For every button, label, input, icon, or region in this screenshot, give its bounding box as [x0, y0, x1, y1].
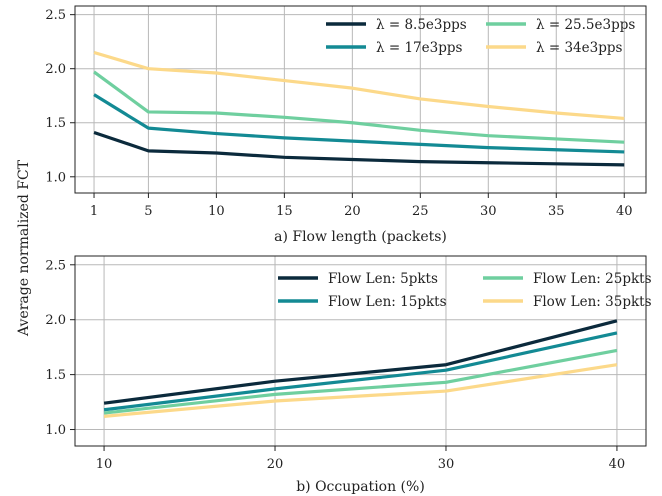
plot-frame	[74, 255, 647, 447]
x-tick-label: 5	[144, 204, 152, 219]
series-line-1	[93, 130, 625, 167]
y-tick-label: 1.5	[45, 368, 66, 383]
x-tick-label: 10	[96, 457, 113, 472]
legend-label: Flow Len: 25pkts	[533, 271, 652, 287]
y-tick-label: 1.0	[45, 423, 66, 438]
x-tick-label: 15	[276, 204, 293, 219]
y-tick-label: 2.0	[45, 313, 66, 328]
x-tick-label: 30	[438, 457, 455, 472]
series-line-2	[103, 331, 618, 412]
legend-label: λ = 17e3pps	[376, 40, 462, 56]
series-line-3	[93, 70, 625, 144]
x-tick-label: 10	[208, 204, 225, 219]
series-line-4	[103, 363, 618, 418]
series-line-4	[93, 50, 625, 121]
y-tick-label: 2.5	[45, 258, 66, 273]
legend-label: Flow Len: 15pkts	[328, 294, 447, 310]
legend-label: λ = 25.5e3pps	[536, 17, 635, 33]
legend-label: λ = 34e3pps	[536, 40, 622, 56]
series-line-2	[93, 93, 625, 154]
x-axis-title: b) Occupation (%)	[296, 479, 425, 495]
x-tick-label: 40	[616, 204, 633, 219]
y-axis-title: Average normalized FCT	[16, 159, 32, 337]
x-axis-title: a) Flow length (packets)	[274, 229, 447, 245]
plot-frame	[74, 5, 647, 194]
x-tick-label: 1	[90, 204, 98, 219]
y-tick-label: 2.5	[45, 8, 66, 23]
x-tick-label: 30	[480, 204, 497, 219]
x-tick-label: 35	[548, 204, 565, 219]
legend-label: Flow Len: 35pkts	[533, 294, 652, 310]
x-tick-label: 40	[609, 457, 626, 472]
series-line-3	[103, 348, 618, 415]
legend: Flow Len: 5pkts Flow Len: 15pkts Flow Len:…	[278, 271, 652, 310]
y-tick-label: 1.5	[45, 116, 66, 131]
series-line-1	[103, 319, 618, 405]
legend-label: Flow Len: 5pkts	[328, 271, 438, 287]
legend-label: λ = 8.5e3pps	[376, 17, 467, 33]
legend: λ = 8.5e3pps λ = 17e3pps λ = 25.5e3pps λ = …	[326, 17, 635, 56]
x-tick-label: 25	[412, 204, 429, 219]
chart-panel-1: 1 5 10 15 20 25 30 35 401.01.52.02.5a) Flow leng…	[45, 5, 647, 245]
x-tick-label: 20	[267, 457, 284, 472]
x-tick-label: 20	[344, 204, 361, 219]
chart-panel-2: 10 20 30 40 1.0 1.5 2.0 2.5 b) Occupation (%) Flo…	[45, 255, 652, 495]
y-tick-label: 1.0	[45, 170, 66, 185]
y-tick-label: 2.0	[45, 62, 66, 77]
